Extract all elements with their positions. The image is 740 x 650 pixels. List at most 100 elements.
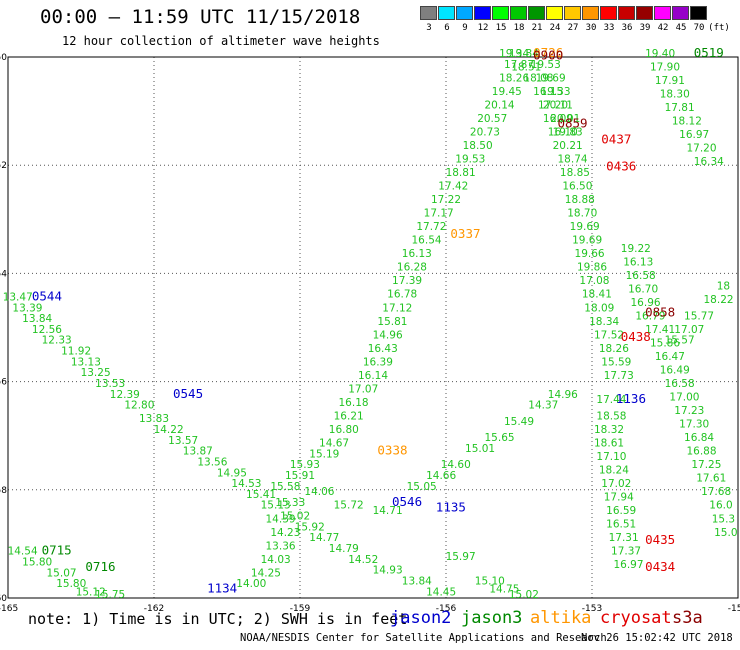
wave-height-value: 15.77 (684, 310, 714, 322)
lon-tick-label: -162 (144, 604, 164, 614)
wave-height-value: 17.07 (348, 383, 378, 395)
wave-height-value: 17.31 (609, 532, 639, 544)
wave-height-value: 18.81 (446, 167, 476, 179)
wave-height-value: 14.67 (319, 438, 349, 450)
wave-height-value: 14.22 (154, 424, 184, 436)
wave-height-value: 16.28 (397, 262, 427, 274)
wave-height-value: 17.10 (596, 451, 626, 463)
wave-height-value: 16.97 (679, 129, 709, 141)
wave-height-value: 14.39 (266, 513, 296, 525)
wave-height-value: 19.69 (572, 235, 602, 247)
wave-height-value: 18.70 (567, 208, 597, 220)
pass-time-label: 0900 (533, 48, 563, 63)
wave-height-value: 15.02 (280, 511, 310, 523)
satellite-tracks: 19.4017.9017.9118.3017.8118.1216.9717.20… (3, 48, 738, 601)
wave-height-value: 17.00 (669, 392, 699, 404)
wave-height-value: 18.51 (511, 62, 541, 74)
color-bin-12 (474, 6, 491, 20)
wave-height-value: 16.13 (402, 248, 432, 260)
wave-height-value: 16.10 (548, 126, 578, 138)
wave-height-value: 18.09 (584, 302, 614, 314)
wave-height-value: 15.65 (485, 432, 515, 444)
pass-time-label: 0434 (645, 559, 675, 574)
map-subtitle: 12 hour collection of altimeter wave hei… (62, 34, 380, 48)
generated-timestamp: Nov 26 15:02:42 UTC 2018 (581, 632, 733, 644)
wave-height-value: 17.37 (611, 546, 641, 558)
pass-time-label: 0519 (694, 45, 724, 60)
lat-tick-label: -50 (0, 53, 7, 63)
wave-height-value: 16.58 (626, 270, 656, 282)
pass-time-label: 0726 (533, 45, 563, 60)
wave-height-value: 19.69 (570, 221, 600, 233)
map-title: 00:00 – 11:59 UTC 11/15/2018 (40, 6, 361, 28)
color-bin-label: 33 (603, 23, 615, 33)
wave-height-value: 12.33 (42, 335, 72, 347)
pass-time-label: 0546 (392, 494, 422, 509)
wave-height-value: 15.57 (665, 335, 695, 347)
wave-height-value: 18.61 (594, 438, 624, 450)
color-bin-9 (456, 6, 473, 20)
wave-height-value: 16.09 (543, 113, 573, 125)
color-bin-70 (690, 6, 707, 20)
wave-height-value: 11.92 (61, 346, 91, 358)
wave-height-value: 13.53 (95, 378, 125, 390)
wave-height-value: 17.30 (679, 419, 709, 431)
color-bin-label: 36 (621, 23, 633, 33)
wave-height-value: 16.84 (684, 432, 714, 444)
wave-height-value: 14.71 (373, 505, 403, 517)
wave-height-value: 17.22 (431, 194, 461, 206)
wave-height-value: 15.13 (261, 500, 291, 512)
color-bin-label: 15 (495, 23, 507, 33)
wave-height-value: 19.83 (553, 126, 583, 138)
wave-height-value: 14.79 (329, 543, 359, 555)
wave-height-value: 14.54 (8, 546, 38, 558)
pass-time-label: 0715 (42, 543, 72, 558)
wave-height-value: 16.59 (606, 505, 636, 517)
pass-time-label: 0716 (85, 559, 115, 574)
wave-height-value: 19.66 (575, 248, 605, 260)
color-bin-21 (528, 6, 545, 20)
track-jason3-left-descending: 13.4713.3913.8412.5612.3311.9213.1313.25… (3, 291, 456, 598)
wave-height-value: 17.91 (655, 75, 685, 87)
wave-height-value: 16.13 (623, 256, 653, 268)
wave-height-value: 14.96 (373, 329, 403, 341)
pass-time-label: 0858 (645, 305, 675, 320)
wave-height-value: 18 (717, 281, 730, 293)
wave-height-value: 17.90 (650, 62, 680, 74)
wave-height-value: 18.12 (672, 116, 702, 128)
wave-height-value: 17.23 (674, 405, 704, 417)
wave-height-value: 17.39 (392, 275, 422, 287)
wave-height-value: 13.87 (183, 446, 213, 458)
pass-time-label: 0544 (32, 288, 62, 303)
wave-height-value: 14.66 (426, 470, 456, 482)
wave-height-value: 14.03 (261, 554, 291, 566)
wave-height-value: 12.56 (32, 324, 62, 336)
wave-height-value: 16.70 (628, 283, 658, 295)
wave-height-value: 13.39 (12, 302, 42, 314)
pass-time-labels: 0544 0545 0546 1135 1136 1134 0715 0716 0519 0337… (32, 45, 724, 596)
wave-height-value: 16.88 (686, 446, 716, 458)
wave-height-value: 17.07 (674, 324, 704, 336)
wave-height-value: 16.50 (562, 181, 592, 193)
wave-height-value: 17.73 (604, 370, 634, 382)
wave-height-value: 18.50 (463, 140, 493, 152)
map-axes: -165 -162 -159 -156 -153 -150 -50 -52 -54 -56 -58 -… (0, 53, 740, 614)
wave-height-value: 19.40 (645, 48, 675, 60)
wave-height-value: 14.95 (217, 467, 247, 479)
wave-height-value: 18.22 (704, 294, 734, 306)
wave-height-value: 16.15 (533, 86, 563, 98)
color-bin-label: 6 (444, 23, 450, 33)
color-bin-label: 21 (531, 23, 543, 33)
wave-height-value: 13.84 (22, 313, 52, 325)
lat-tick-label: -56 (0, 378, 7, 388)
color-bin-label: 24 (549, 23, 561, 33)
wave-height-value: 17.41 (645, 324, 675, 336)
wave-height-value: 18.85 (560, 167, 590, 179)
color-bin-24 (546, 6, 563, 20)
